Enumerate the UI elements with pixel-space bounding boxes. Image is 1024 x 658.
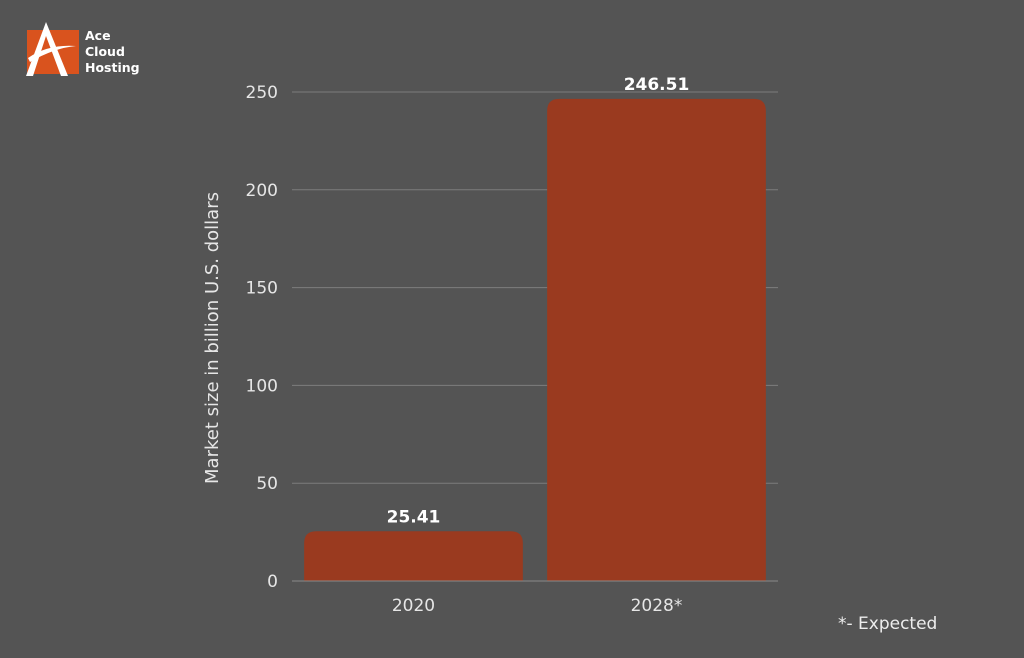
y-tick-label: 200 xyxy=(246,181,278,201)
bar-2028 xyxy=(547,98,766,581)
y-tick-label: 150 xyxy=(246,279,278,299)
bars xyxy=(304,98,766,581)
footnote: *- Expected xyxy=(838,614,938,634)
logo-line-3: Hosting xyxy=(85,60,140,75)
ace-cloud-hosting-logo: Ace Cloud Hosting xyxy=(24,20,154,80)
y-tick-label: 50 xyxy=(256,474,278,494)
y-tick-label: 100 xyxy=(246,376,278,396)
logo-a-icon xyxy=(26,22,79,76)
y-tick-label: 250 xyxy=(246,83,278,103)
x-tick-label: 2028* xyxy=(631,596,683,616)
data-labels: 25.41 246.51 xyxy=(387,75,690,527)
y-axis-label: Market size in billion U.S. dollars xyxy=(202,192,223,484)
data-label: 246.51 xyxy=(624,75,690,95)
y-tick-label: 0 xyxy=(267,572,278,592)
x-tick-label: 2020 xyxy=(392,596,435,616)
logo-text: Ace Cloud Hosting xyxy=(85,28,140,76)
data-label: 25.41 xyxy=(387,507,441,527)
bar-2020 xyxy=(304,531,523,581)
logo-line-1: Ace xyxy=(85,28,111,43)
y-axis-ticks: 0 50 100 150 200 250 xyxy=(246,83,278,592)
logo-line-2: Cloud xyxy=(85,44,125,59)
x-axis-ticks: 2020 2028* xyxy=(392,596,683,616)
